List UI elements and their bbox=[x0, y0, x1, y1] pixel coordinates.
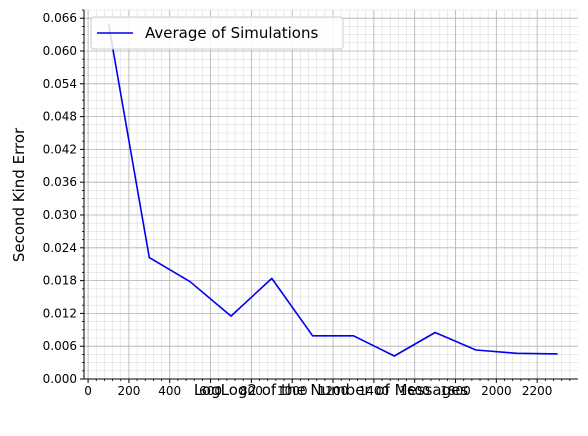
x-tick-label: 1600 bbox=[399, 384, 430, 398]
x-tick-label: 200 bbox=[117, 384, 140, 398]
major-grid bbox=[84, 10, 578, 380]
y-tick-label: 0.024 bbox=[43, 241, 77, 255]
x-tick-label: 2200 bbox=[522, 384, 553, 398]
y-tick-label: 0.060 bbox=[43, 44, 77, 58]
x-tick-label: 400 bbox=[158, 384, 181, 398]
minor-grid bbox=[84, 9, 578, 379]
y-tick-label: 0.048 bbox=[43, 110, 77, 124]
x-tick-label: 600 bbox=[199, 384, 222, 398]
y-tick-label: 0.000 bbox=[43, 372, 77, 386]
y-tick-label: 0.030 bbox=[43, 208, 77, 222]
y-tick-label: 0.018 bbox=[43, 274, 77, 288]
x-tick-label: 1400 bbox=[359, 384, 390, 398]
x-tick-label: 1800 bbox=[440, 384, 471, 398]
y-tick-label: 0.036 bbox=[43, 175, 77, 189]
series-layer bbox=[107, 23, 558, 357]
ticks: 0 200 400 600 800 1000 1200 1400 1600 1800 2000 220… bbox=[43, 9, 571, 398]
x-tick-label: 800 bbox=[240, 384, 263, 398]
x-axis-title: LogLog2 of the Number of Messages bbox=[194, 381, 468, 399]
legend: Average of Simulations bbox=[90, 16, 344, 50]
axes bbox=[83, 10, 578, 380]
x-tick-label: 0 bbox=[84, 384, 92, 398]
legend-box bbox=[90, 16, 344, 50]
legend-label: Average of Simulations bbox=[145, 24, 318, 42]
y-tick-label: 0.066 bbox=[43, 11, 77, 25]
y-tick-label: 0.006 bbox=[43, 339, 77, 353]
x-tick-label: 1000 bbox=[277, 384, 308, 398]
y-tick-label: 0.042 bbox=[43, 142, 77, 156]
series-line-average-of-simulations bbox=[107, 23, 558, 357]
y-axis-title: Second Kind Error bbox=[10, 127, 28, 262]
x-tick-label: 2000 bbox=[481, 384, 512, 398]
x-tick-label: 1200 bbox=[318, 384, 349, 398]
y-tick-label: 0.012 bbox=[43, 306, 77, 320]
y-tick-label: 0.054 bbox=[43, 77, 77, 91]
